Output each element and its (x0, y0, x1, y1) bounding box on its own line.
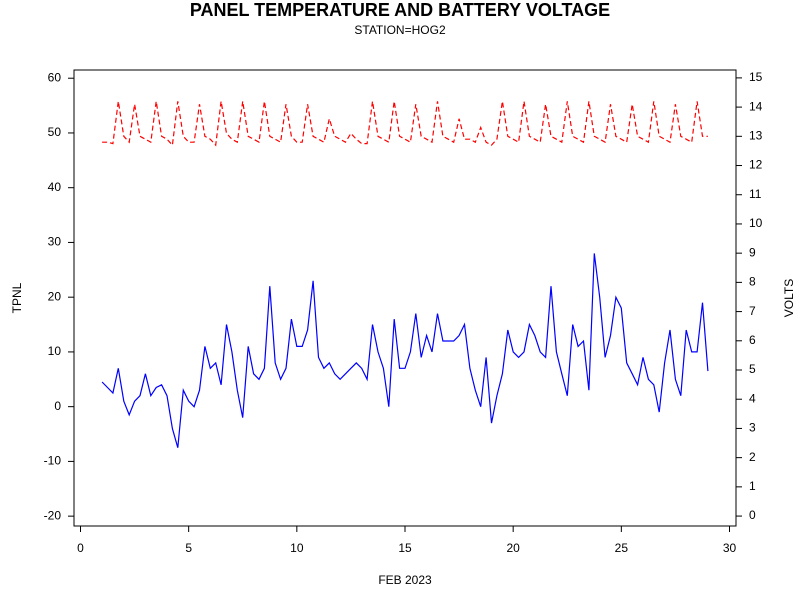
y-tick-label: -20 (44, 508, 62, 522)
y2-tick-label: 6 (749, 333, 756, 347)
y-tick-label: 0 (54, 399, 61, 413)
y2-tick-label: 0 (749, 508, 756, 522)
x-tick-label: 20 (506, 541, 520, 555)
chart-title: PANEL TEMPERATURE AND BATTERY VOLTAGE (190, 0, 610, 20)
y2-tick-label: 7 (749, 304, 756, 318)
x-tick-label: 25 (615, 541, 629, 555)
y2-tick-label: 13 (749, 128, 763, 142)
y2-tick-label: 15 (749, 70, 763, 84)
y-tick-label: 40 (48, 180, 62, 194)
y2-tick-label: 3 (749, 421, 756, 435)
y-tick-label: 60 (48, 70, 62, 84)
x-axis-label: FEB 2023 (378, 573, 432, 587)
y2-tick-label: 4 (749, 391, 756, 405)
y-tick-label: -10 (44, 454, 62, 468)
x-tick-label: 15 (398, 541, 412, 555)
y2-tick-label: 2 (749, 450, 756, 464)
y-tick-label: 50 (48, 125, 62, 139)
x-tick-label: 0 (77, 541, 84, 555)
y2-axis-label: VOLTS (782, 279, 796, 317)
y2-tick-label: 14 (749, 99, 763, 113)
y-tick-label: 10 (48, 344, 62, 358)
data-line (101, 253, 709, 448)
y2-tick-label: 9 (749, 245, 756, 259)
y-tick-label: 20 (48, 289, 62, 303)
y-tick-label: 30 (48, 235, 62, 249)
y2-tick-label: 1 (749, 479, 756, 493)
data-line (102, 101, 708, 147)
y2-tick-label: 12 (749, 158, 763, 172)
plot-frame (73, 69, 737, 527)
y2-tick-label: 5 (749, 362, 756, 376)
chart-subtitle: STATION=HOG2 (354, 23, 446, 37)
x-tick-label: 5 (185, 541, 192, 555)
y-axis-label: TPNL (10, 282, 24, 313)
x-tick-label: 30 (723, 541, 737, 555)
x-tick-label: 10 (290, 541, 304, 555)
y2-tick-label: 10 (749, 216, 763, 230)
y2-tick-label: 11 (749, 187, 762, 201)
y2-tick-label: 8 (749, 275, 756, 289)
